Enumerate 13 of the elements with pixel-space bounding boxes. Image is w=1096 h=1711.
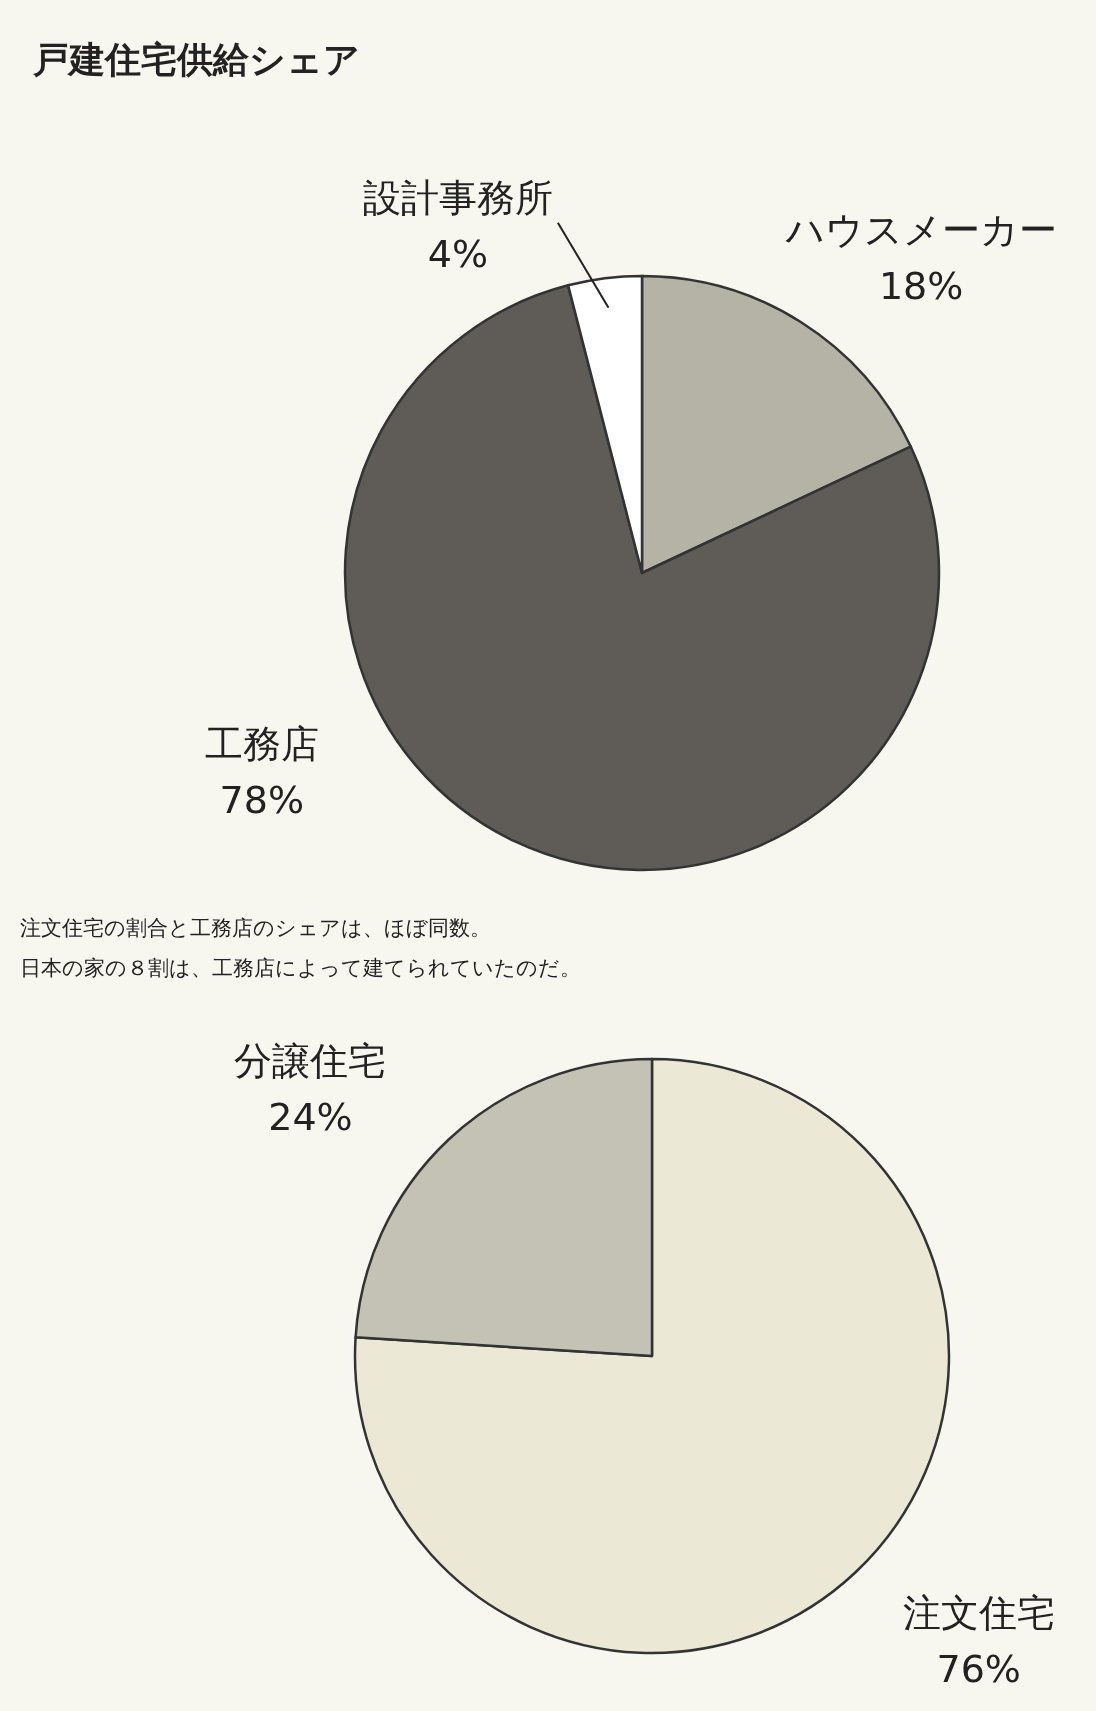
slice-label: ハウスメーカー [784, 208, 1057, 253]
slice-label: 工務店 [204, 722, 319, 767]
text: 日本の家の８割は、工務店によって建てられていたのだ。 [20, 956, 581, 980]
data-label: 76% [936, 1647, 1021, 1692]
data-label: 4% [427, 231, 489, 276]
slice-label: 分譲住宅 [234, 1038, 387, 1083]
data-label: 24% [268, 1094, 353, 1139]
slice-label: 設計事務所 [362, 175, 553, 220]
data-label: 78% [219, 778, 305, 823]
text: 注文住宅の割合と工務店のシェアは、ほぼ同数。 [20, 916, 491, 940]
slice-label: 注文住宅 [902, 1591, 1055, 1636]
chart-title: 戸建住宅供給シェア [32, 39, 360, 80]
data-label: 18% [878, 264, 964, 309]
